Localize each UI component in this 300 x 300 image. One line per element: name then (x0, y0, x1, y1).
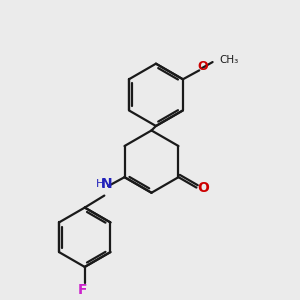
Text: N: N (101, 177, 112, 191)
Text: CH₃: CH₃ (219, 55, 239, 65)
Text: H: H (96, 179, 104, 189)
Text: O: O (198, 60, 208, 73)
Text: F: F (78, 283, 87, 297)
Text: O: O (197, 181, 209, 195)
